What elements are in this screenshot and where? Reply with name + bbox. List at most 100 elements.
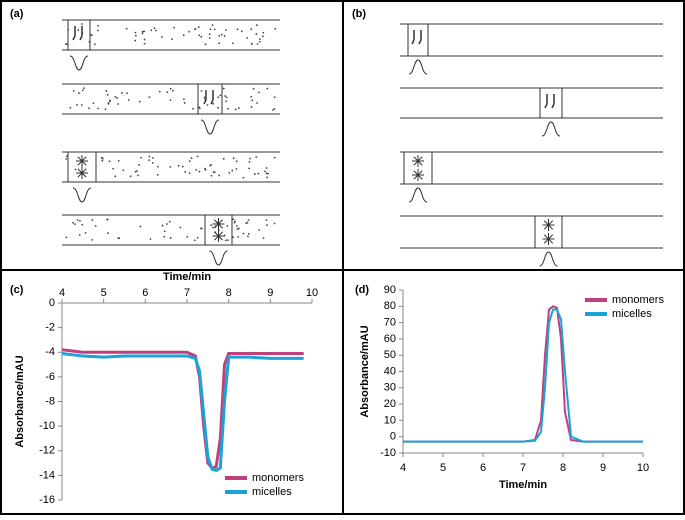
dot — [125, 27, 128, 30]
dot — [190, 157, 193, 160]
surfactant — [81, 168, 87, 174]
dot — [256, 43, 259, 45]
dot — [65, 43, 68, 45]
zone — [407, 23, 429, 57]
dot — [224, 95, 226, 97]
dot — [204, 169, 207, 171]
peak-sketch — [69, 55, 89, 71]
dot — [272, 108, 274, 111]
dot — [200, 227, 202, 230]
dot — [200, 90, 203, 92]
dot — [156, 173, 159, 176]
dot — [209, 28, 212, 31]
dot — [97, 24, 100, 27]
y-tick-label: -2 — [45, 322, 55, 334]
dot — [177, 164, 180, 167]
dot — [204, 43, 207, 46]
dot — [114, 175, 117, 178]
dot — [148, 155, 151, 158]
monomer — [72, 26, 76, 41]
dot — [82, 87, 85, 90]
dot — [220, 33, 223, 36]
dot — [65, 157, 68, 160]
legend-label: monomers — [252, 472, 304, 484]
dot — [250, 106, 253, 108]
dot — [235, 168, 238, 170]
dot — [247, 235, 249, 238]
x-tick-label: 9 — [267, 287, 273, 299]
surfactant — [77, 160, 83, 166]
surfactant — [417, 156, 423, 162]
panel-label: (b) — [352, 8, 366, 20]
dot — [77, 29, 80, 31]
dot — [143, 38, 146, 41]
dot — [117, 103, 120, 105]
dot — [166, 91, 169, 94]
y-tick-label: 0 — [390, 431, 396, 443]
dot — [204, 167, 206, 170]
dot — [273, 222, 276, 225]
dot — [134, 34, 137, 37]
x-tick-label: 7 — [184, 287, 190, 299]
surfactant — [77, 156, 83, 162]
dot — [76, 104, 78, 106]
dot — [171, 89, 174, 92]
series-line — [403, 308, 643, 443]
peak-sketch — [539, 251, 558, 267]
dot — [193, 239, 196, 242]
dot — [127, 99, 130, 101]
dot — [226, 225, 229, 227]
dot — [105, 90, 108, 92]
dot — [212, 171, 215, 174]
surfactant — [417, 170, 423, 176]
legend-label: micelles — [252, 486, 292, 498]
dot — [247, 233, 250, 235]
y-tick-label: 50 — [384, 349, 396, 361]
dot — [112, 167, 115, 170]
dot — [235, 160, 238, 163]
dot — [143, 42, 146, 45]
dot — [264, 170, 266, 173]
dot — [222, 157, 225, 160]
dot — [129, 175, 132, 178]
dot — [69, 106, 72, 109]
dot — [114, 96, 117, 98]
dot — [148, 96, 151, 99]
dot — [139, 225, 142, 228]
y-axis-title: Absorbance/mAU — [14, 355, 26, 447]
surfactant — [81, 156, 87, 162]
dot — [76, 219, 79, 221]
surfactant — [543, 220, 549, 226]
zone — [403, 151, 433, 185]
dot — [107, 232, 109, 234]
dot — [217, 96, 220, 99]
y-tick-label: 10 — [384, 414, 396, 426]
dot — [210, 164, 212, 166]
dot — [250, 95, 253, 98]
panel-label: (d) — [355, 284, 369, 296]
dot — [225, 100, 227, 103]
dot — [116, 97, 118, 99]
dot — [237, 227, 240, 230]
surfactant — [218, 219, 224, 225]
dot — [134, 170, 137, 173]
zone — [197, 83, 223, 115]
y-tick-label: -16 — [39, 494, 55, 506]
y-tick-label: 20 — [384, 398, 396, 410]
x-tick-label: 9 — [600, 462, 606, 474]
y-tick-label: -4 — [45, 346, 55, 358]
dot — [117, 160, 120, 162]
surfactant — [548, 220, 554, 226]
dot — [273, 108, 276, 110]
dot — [232, 236, 235, 239]
x-tick-label: 6 — [142, 287, 148, 299]
dot — [262, 237, 265, 240]
dot — [265, 172, 268, 175]
dot — [138, 164, 140, 166]
dot — [218, 42, 221, 45]
dot — [122, 169, 125, 172]
dot — [169, 165, 172, 168]
dot — [219, 94, 222, 97]
y-tick-label: -12 — [39, 445, 55, 457]
dot — [226, 239, 229, 242]
